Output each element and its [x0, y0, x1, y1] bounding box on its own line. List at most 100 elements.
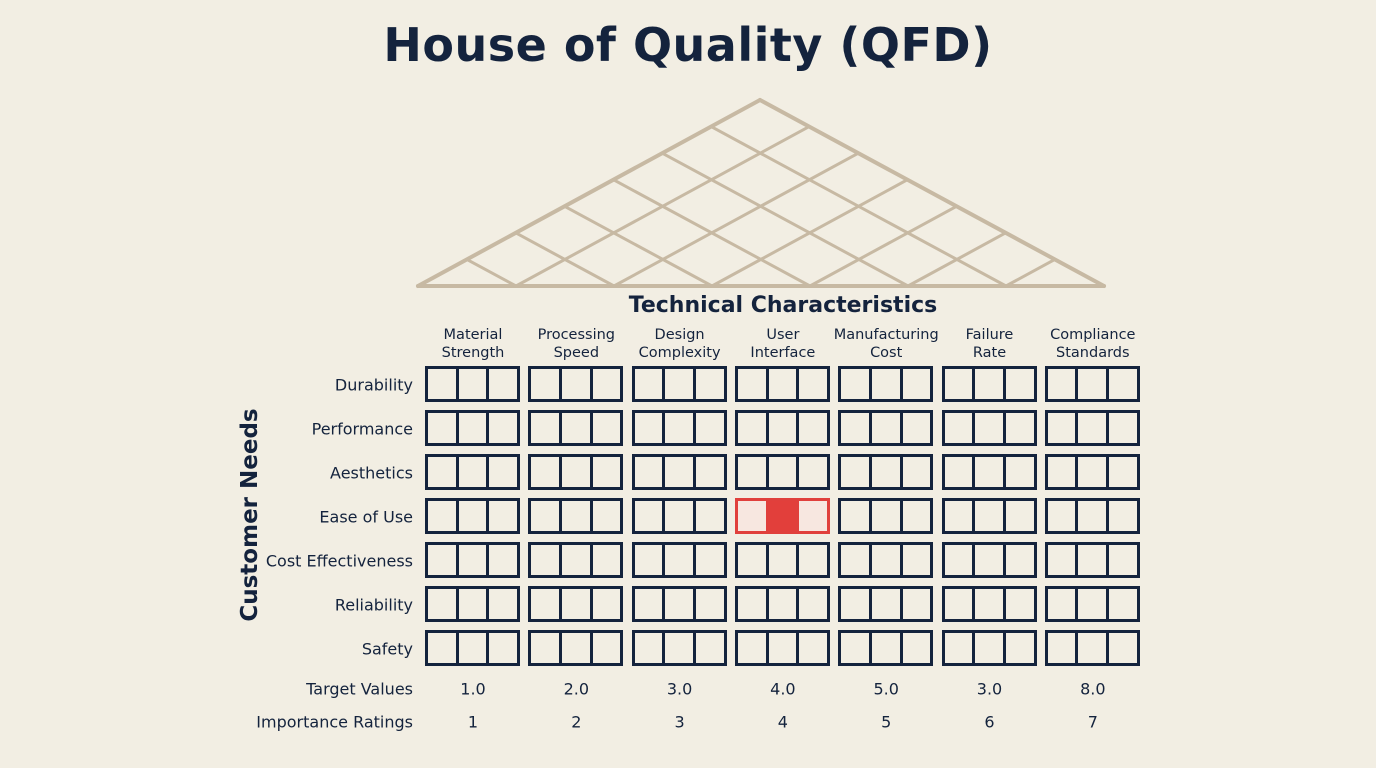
cell-subdivision	[1002, 633, 1034, 663]
cell-subdivision	[738, 369, 766, 399]
target-values-value: 5.0	[873, 679, 899, 699]
cell-subdivision	[428, 457, 456, 487]
cell-subdivision	[868, 545, 900, 575]
importance-ratings-label: Importance Ratings	[256, 712, 413, 732]
cell-subdivision	[662, 501, 693, 531]
cell-subdivision	[1048, 589, 1076, 619]
cell-subdivision	[1075, 633, 1106, 663]
cell-subdivision	[841, 413, 869, 443]
cell-subdivision	[796, 457, 827, 487]
relationship-cell	[425, 630, 520, 666]
roof-lattice-line	[465, 257, 518, 288]
cell-subdivision	[589, 457, 621, 487]
cell-subdivision	[486, 545, 517, 575]
cell-subdivision	[558, 369, 590, 399]
cell-subdivision	[558, 545, 590, 575]
cell-subdivision	[428, 545, 456, 575]
cell-subdivision	[662, 545, 693, 575]
cell-subdivision	[1106, 589, 1137, 619]
row-label-safety: Safety	[361, 639, 413, 658]
cell-subdivision	[868, 457, 900, 487]
cell-subdivision	[455, 457, 487, 487]
relationship-cell	[734, 630, 830, 666]
target-values-value: 2.0	[563, 679, 590, 699]
cell-subdivision	[531, 369, 559, 399]
cell-subdivision	[868, 501, 900, 531]
relationship-cell	[838, 366, 934, 402]
cell-subdivision	[796, 633, 827, 663]
target-values-value: 4.0	[770, 679, 796, 699]
cell-subdivision	[868, 589, 900, 619]
cell-subdivision	[899, 413, 931, 443]
cell-subdivision	[841, 457, 869, 487]
cell-subdivision	[558, 501, 590, 531]
target-values-value: 3.0	[666, 679, 693, 699]
relationship-cell	[528, 410, 624, 446]
relationship-cell	[631, 454, 727, 490]
cell-subdivision	[945, 589, 973, 619]
cell-subdivision	[868, 369, 900, 399]
cell-subdivision	[945, 413, 973, 443]
cell-subdivision	[692, 633, 724, 663]
cell-subdivision	[455, 589, 487, 619]
relationship-cell	[1044, 542, 1140, 578]
relationship-cell	[838, 630, 934, 666]
cell-subdivision	[1106, 501, 1137, 531]
cell-subdivision	[796, 589, 827, 619]
cell-subdivision	[737, 501, 766, 531]
row-label-ease-of-use: Ease of Use	[319, 507, 413, 526]
cell-subdivision	[455, 633, 487, 663]
cell-subdivision	[455, 545, 487, 575]
cell-subdivision	[531, 589, 559, 619]
cell-subdivision	[1002, 501, 1034, 531]
relationship-cell	[528, 586, 624, 622]
roof-lattice-line	[1004, 257, 1057, 288]
cell-subdivision	[692, 589, 724, 619]
relationship-cell	[1044, 410, 1140, 446]
cell-subdivision	[428, 589, 456, 619]
cell-subdivision	[486, 413, 517, 443]
correlation-roof	[416, 98, 1106, 288]
cell-subdivision	[531, 545, 559, 575]
cell-subdivision	[1002, 369, 1034, 399]
relationship-cell	[528, 366, 624, 402]
cell-subdivision	[662, 457, 693, 487]
cell-subdivision	[868, 633, 900, 663]
relationship-cell	[838, 410, 934, 446]
cell-subdivision	[558, 589, 590, 619]
relationship-cell	[425, 586, 520, 622]
relationship-cell	[1044, 366, 1140, 402]
roof-edge-right	[758, 98, 1106, 288]
customer-needs-title: Customer Needs	[237, 408, 263, 622]
target-values-value: 8.0	[1080, 679, 1106, 699]
relationship-cell	[941, 630, 1037, 666]
cell-subdivision	[1048, 545, 1076, 575]
target-values-value: 3.0	[976, 679, 1003, 699]
relationship-cell	[528, 630, 624, 666]
cell-subdivision	[738, 633, 766, 663]
cell-subdivision	[635, 589, 663, 619]
cell-subdivision	[531, 413, 559, 443]
importance-ratings-value: 1	[467, 712, 479, 732]
cell-subdivision	[486, 369, 517, 399]
cell-subdivision	[531, 633, 559, 663]
row-label-durability: Durability	[334, 375, 413, 394]
relationship-cell	[1044, 454, 1140, 490]
cell-subdivision	[1048, 369, 1076, 399]
cell-subdivision	[635, 457, 663, 487]
cell-subdivision	[972, 633, 1003, 663]
cell-subdivision	[899, 369, 931, 399]
relationship-cell	[631, 366, 727, 402]
cell-subdivision	[1106, 457, 1137, 487]
relationship-cell	[734, 454, 830, 490]
cell-subdivision	[796, 413, 827, 443]
cell-subdivision	[945, 501, 973, 531]
relationship-cell	[734, 586, 830, 622]
cell-subdivision	[899, 589, 931, 619]
importance-ratings-value: 3	[674, 712, 685, 732]
importance-ratings-value: 4	[777, 712, 788, 732]
target-values-label: Target Values	[306, 679, 413, 699]
cell-subdivision	[428, 413, 456, 443]
relationship-cell	[941, 542, 1037, 578]
cell-subdivision	[662, 589, 693, 619]
